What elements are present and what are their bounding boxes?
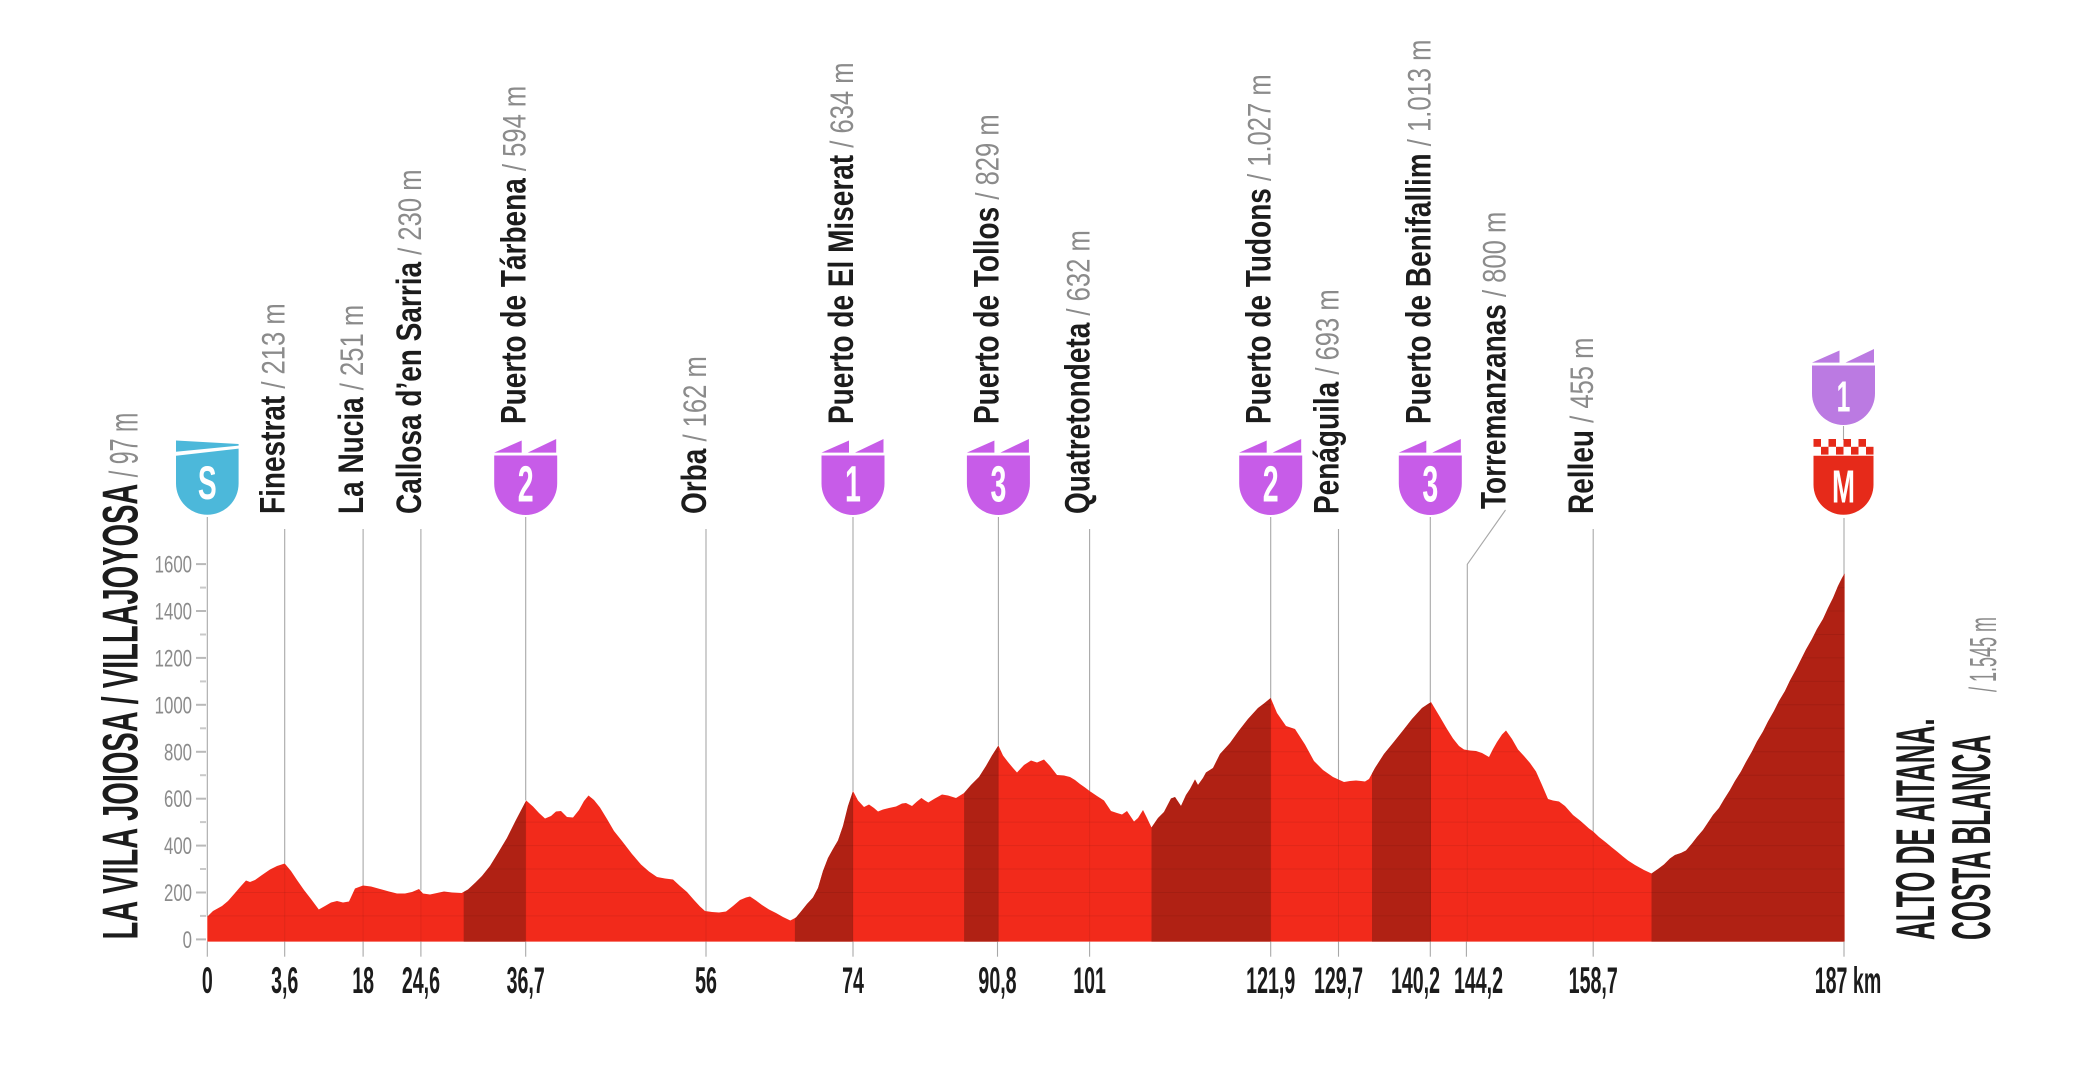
svg-text:3: 3: [1422, 456, 1438, 513]
svg-text:0: 0: [202, 961, 213, 1002]
svg-text:121,9: 121,9: [1246, 961, 1295, 1002]
svg-text:90,8: 90,8: [978, 961, 1016, 1002]
svg-text:1600: 1600: [155, 552, 192, 579]
svg-text:56: 56: [695, 961, 717, 1002]
svg-text:/ 1.545 m: / 1.545 m: [1963, 617, 2005, 692]
svg-text:Torremanzanas / 800 m: Torremanzanas / 800 m: [1473, 212, 1513, 509]
svg-text:S: S: [198, 458, 217, 510]
svg-text:Puerto de Tollos / 829 m: Puerto de Tollos / 829 m: [966, 114, 1006, 424]
svg-text:M: M: [1832, 462, 1855, 513]
svg-text:Puerto de Benifallim / 1.013 m: Puerto de Benifallim / 1.013 m: [1398, 40, 1438, 424]
svg-text:600: 600: [164, 786, 192, 813]
svg-text:158,7: 158,7: [1569, 961, 1618, 1002]
svg-text:1400: 1400: [155, 599, 192, 626]
svg-text:ALTO DE AITANA.: ALTO DE AITANA.: [1885, 718, 1946, 940]
svg-text:187 km: 187 km: [1815, 961, 1882, 1002]
svg-text:Penáguila / 693 m: Penáguila / 693 m: [1306, 289, 1346, 514]
svg-text:1: 1: [845, 456, 861, 513]
svg-text:1: 1: [1837, 372, 1851, 421]
svg-text:3,6: 3,6: [271, 961, 298, 1002]
svg-text:200: 200: [164, 880, 192, 907]
svg-text:1200: 1200: [155, 646, 192, 673]
svg-text:2: 2: [518, 456, 534, 513]
svg-text:Relleu / 455 m: Relleu / 455 m: [1561, 338, 1601, 514]
svg-text:Callosa d’en Sarria / 230 m: Callosa d’en Sarria / 230 m: [389, 169, 429, 514]
svg-text:101: 101: [1073, 961, 1106, 1002]
svg-text:Puerto de El Miserat / 634 m: Puerto de El Miserat / 634 m: [821, 62, 861, 424]
svg-text:LA VILA JOIOSA / VILLAJOYOSA /: LA VILA JOIOSA / VILLAJOYOSA / 97 m: [92, 413, 148, 940]
svg-text:Orba / 162 m: Orba / 162 m: [674, 356, 714, 514]
svg-text:36,7: 36,7: [507, 961, 545, 1002]
svg-text:COSTA BLANCA: COSTA BLANCA: [1941, 735, 2002, 940]
svg-text:74: 74: [842, 961, 864, 1002]
svg-text:0: 0: [183, 927, 192, 954]
svg-text:Puerto de Tárbena / 594 m: Puerto de Tárbena / 594 m: [494, 86, 534, 424]
svg-text:La Nucia / 251 m: La Nucia / 251 m: [331, 305, 371, 514]
svg-text:400: 400: [164, 833, 192, 860]
svg-text:3: 3: [990, 456, 1006, 513]
svg-text:24,6: 24,6: [402, 961, 440, 1002]
svg-text:Finestrat / 213 m: Finestrat / 213 m: [253, 303, 293, 514]
svg-text:129,7: 129,7: [1314, 961, 1363, 1002]
svg-text:1000: 1000: [155, 692, 192, 719]
svg-text:18: 18: [352, 961, 374, 1002]
svg-text:2: 2: [1263, 456, 1279, 513]
svg-text:140,2: 140,2: [1391, 961, 1440, 1002]
svg-text:144,2: 144,2: [1454, 961, 1503, 1002]
svg-text:Puerto de Tudons / 1.027 m: Puerto de Tudons / 1.027 m: [1239, 74, 1279, 424]
svg-text:Quatretondeta / 632 m: Quatretondeta / 632 m: [1058, 230, 1098, 514]
svg-text:800: 800: [164, 739, 192, 766]
